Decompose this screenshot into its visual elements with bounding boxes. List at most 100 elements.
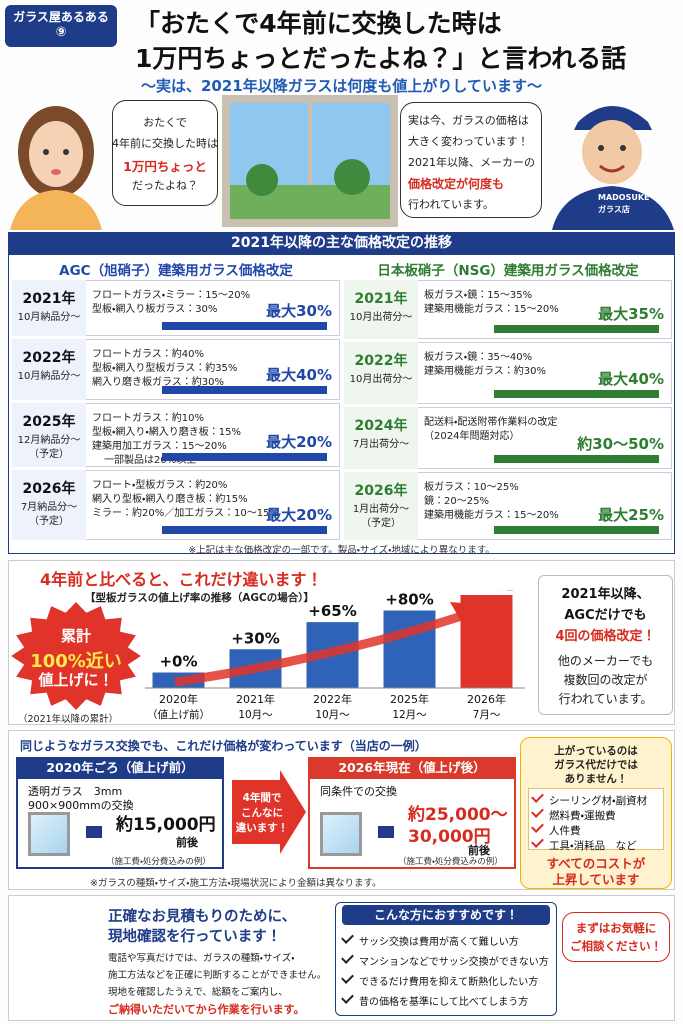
x-tick-label: 2022年 — [313, 692, 352, 706]
staff-illustration — [552, 106, 674, 230]
x-tick-label: 2026年 — [467, 692, 506, 706]
item: 板ガラス・鏡：15～35% — [424, 290, 533, 301]
cost-text: シーリング材・副資材 — [549, 795, 648, 807]
cost-item: 燃料費・運搬費 — [531, 805, 616, 823]
cost-list — [528, 788, 664, 850]
x-tick-note: 7月～ — [473, 709, 501, 721]
subtitle: ～実は、2021年以降ガラスは何度も値上がりしています～ — [140, 77, 542, 95]
chart-heading: 4年前と比べると、これだけ違います！ — [40, 570, 323, 589]
revision-bar — [494, 526, 659, 534]
chart-title: 【型板ガラスの値上げ率の推移（AGCの場合）】 — [85, 592, 314, 604]
badge: ガラス屋あるある — [13, 10, 109, 24]
trend-arrow — [174, 610, 467, 687]
section-title: 2021年以降の主な価格改定の推移 — [8, 232, 675, 255]
starburst — [8, 602, 144, 710]
speech-line: 1万円ちょっと — [123, 159, 207, 174]
x-tick-label: 2020年 — [159, 692, 198, 706]
speech-line: 2021年以降、メーカーの — [408, 156, 535, 169]
year: 2021年 — [22, 291, 76, 307]
item: フロートガラス・ミラー：15～20% — [92, 290, 251, 301]
year-note: 1月出荷分～ — [352, 504, 410, 515]
cost-footer: すべてのコストが — [546, 856, 646, 871]
window-illustration — [222, 95, 398, 227]
revision-bar — [494, 455, 659, 463]
value-label: +30% — [231, 629, 279, 647]
item: フロートガラス：約10% — [92, 413, 205, 424]
max-rate: 最大20% — [266, 506, 332, 524]
x-tick-note: 12月～ — [392, 709, 427, 721]
uniform-text: ガラス店 — [598, 205, 630, 214]
starburst-note: （2021年以降の累計） — [18, 714, 119, 725]
item: 型板・網入り・網入り磨き板：15% — [92, 427, 242, 438]
year-note: （予定） — [29, 516, 69, 527]
item: 板ガラス・鏡：35～40% — [424, 352, 533, 363]
year-note: 7月出荷分～ — [352, 439, 410, 450]
arrow-text: 4年間で — [242, 792, 282, 804]
revision-bar — [162, 453, 327, 461]
consult-text: ご相談ください！ — [570, 939, 662, 953]
card-desc: 同条件での交換 — [320, 785, 397, 798]
value-label: +80% — [385, 591, 433, 609]
year-cell — [12, 403, 86, 467]
card-desc: 透明ガラス 3mm — [28, 785, 123, 798]
max-rate: 最大40% — [598, 370, 664, 388]
year-note: 10月出荷分～ — [349, 374, 413, 385]
note-line: 複数回の改定が — [563, 673, 648, 687]
note-line: 4回の価格改定！ — [555, 629, 656, 644]
year: 2021年 — [354, 291, 408, 307]
cost-heading: ガラス代だけでは — [554, 759, 638, 771]
item: ミラー：約20%／加工ガラス：10～15% — [92, 508, 279, 519]
comparison-arrow — [232, 770, 306, 854]
recommend-text: 昔の価格を基準にして比べてしまう方 — [359, 997, 529, 1008]
cost-heading: 上がっているのは — [554, 745, 638, 757]
arrow-icon — [86, 826, 102, 838]
survey-title: 現地確認を行っています！ — [108, 929, 282, 945]
recommend-item: できるだけ費用を抑えて断熱化したい方 — [341, 971, 538, 988]
x-tick-label: 2021年 — [236, 692, 275, 706]
speech-line: 実は今、ガラスの価格は — [408, 114, 529, 127]
cost-text: 燃料費・運搬費 — [549, 810, 616, 822]
max-rate: 最大30% — [266, 302, 332, 320]
year-cell — [344, 342, 418, 404]
recommend-item: 昔の価格を基準にして比べてしまう方 — [341, 991, 529, 1008]
year-note: 7月納品分～ — [20, 502, 78, 513]
year: 2022年 — [22, 350, 76, 366]
item: 型板・網入り型板ガラス：約35% — [92, 363, 238, 374]
note-box — [538, 575, 673, 715]
speech-line: おたくで — [143, 116, 187, 129]
cost-item: 工具・消耗品 など — [531, 835, 637, 853]
cost-text: 工具・消耗品 など — [549, 840, 637, 852]
survey-body: 現地を確認したうえで、総額をご案内し、 — [108, 987, 288, 998]
starburst-shape — [11, 602, 141, 710]
starburst-shape — [11, 602, 141, 710]
year-cell — [12, 280, 86, 336]
note-line: 行われています。 — [558, 692, 653, 706]
card-label: 2020年ごろ（値上げ前） — [16, 757, 224, 779]
speech-line: だったよね？ — [132, 179, 198, 192]
year: 2026年 — [354, 483, 408, 499]
cost-footer: 上昇しています — [552, 872, 640, 887]
customer-illustration — [10, 106, 102, 230]
consult-bubble — [562, 912, 670, 962]
consult-text: まずはお気軽に — [575, 921, 657, 935]
value-label: +100%近く — [445, 590, 528, 593]
survey-body: 電話や写真だけでは、ガラスの種類・サイズ・ — [108, 953, 295, 964]
item: フロート・型板ガラス：約20% — [92, 480, 228, 491]
item: 一部製品は20%以上 — [104, 455, 197, 466]
footnote: ※上記は主な価格改定の一部です。製品・サイズ・地域により異なります。 — [188, 545, 495, 556]
glass-icon — [320, 812, 362, 856]
item: 型板・網入り板ガラス：30% — [92, 304, 218, 315]
card-note: （施工費・処分費込みの例） — [398, 857, 503, 867]
revision-bar — [162, 322, 327, 330]
cost-item: シーリング材・副資材 — [531, 790, 648, 808]
recommend-text: マンションなどでサッシ交換ができない方 — [359, 957, 549, 968]
revision-bar — [162, 386, 327, 394]
item: 板ガラス：10～25% — [424, 482, 519, 493]
note-line: 2021年以降、 — [561, 587, 650, 602]
card-suffix: 前後 — [468, 844, 490, 857]
column-heading: AGC（旭硝子）建築用ガラス価格改定 — [59, 263, 293, 279]
bar-chart: +0% 2020年 （値上げ前） +30% 2021年 10月～ +65% 2022年 10月～… — [145, 590, 528, 721]
item: 建築用機能ガラス：15～20% — [424, 304, 559, 315]
survey-body: ご納得いただいてから作業を行います。 — [108, 1003, 305, 1016]
year-note: 10月納品分～ — [17, 312, 81, 323]
